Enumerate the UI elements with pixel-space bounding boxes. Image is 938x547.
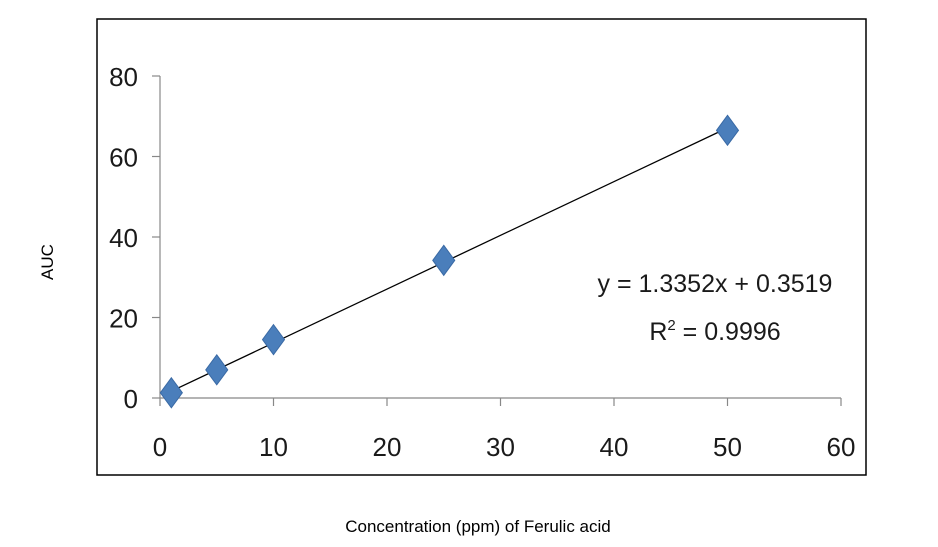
data-points (159, 114, 740, 409)
x-axis-title: Concentration (ppm) of Ferulic acid (345, 517, 611, 536)
r-squared-value: = 0.9996 (676, 318, 781, 346)
data-point (715, 114, 740, 147)
y-tick-label: 20 (109, 304, 138, 334)
y-tick-label: 40 (109, 223, 138, 253)
x-tick-label: 50 (713, 432, 742, 462)
r-squared-superscript: 2 (667, 317, 675, 334)
y-tick-label: 0 (124, 384, 138, 414)
chart-frame (96, 18, 867, 476)
y-tick-label: 60 (109, 143, 138, 173)
x-tick-label: 60 (827, 432, 856, 462)
x-tick-label: 30 (486, 432, 515, 462)
x-tick-label: 20 (373, 432, 402, 462)
y-axis-title: AUC (38, 244, 57, 280)
r-squared-r: R (649, 318, 667, 346)
data-point (205, 353, 229, 386)
y-tick-label: 80 (109, 62, 138, 92)
r-squared-label: R2 = 0.9996 (649, 317, 780, 346)
data-point (159, 376, 183, 409)
x-tick-label: 0 (153, 432, 167, 462)
trendline-equation: y = 1.3352x + 0.3519 (598, 270, 833, 298)
axes (152, 75, 842, 406)
x-tick-labels: 0 10 20 30 40 50 60 (153, 432, 856, 462)
data-point (261, 323, 286, 356)
data-point (432, 244, 456, 277)
y-tick-labels: 0 20 40 60 80 (109, 62, 138, 414)
x-tick-label: 10 (259, 432, 288, 462)
x-tick-label: 40 (600, 432, 629, 462)
